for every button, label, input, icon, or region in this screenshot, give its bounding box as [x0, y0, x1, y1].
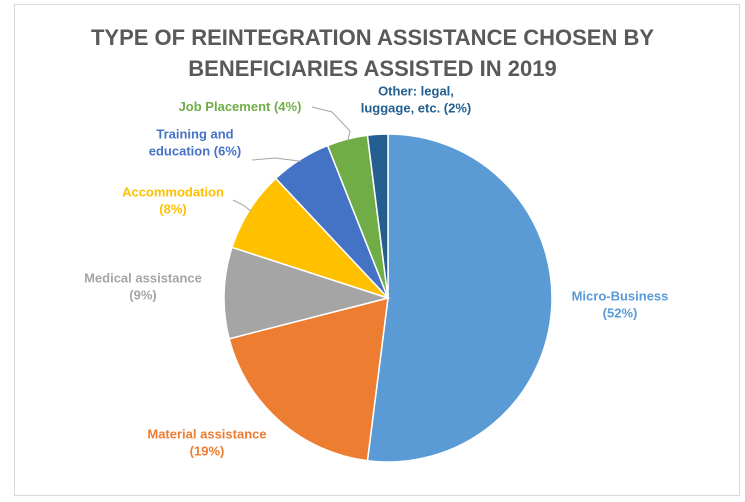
leader-line-job-placement: [311, 106, 351, 142]
chart-title-line-1: TYPE OF REINTEGRATION ASSISTANCE CHOSEN …: [90, 25, 655, 50]
pie-slice-material-assistance: [228, 296, 389, 462]
data-label-job-placement: Job Placement (4%): [179, 99, 302, 114]
pie-slice-micro-business: [366, 133, 553, 463]
data-label-training-and-education: Training and education (6%): [149, 127, 241, 159]
chart-title: TYPE OF REINTEGRATION ASSISTANCE CHOSEN …: [0, 22, 745, 84]
leader-line-training-and-education: [251, 157, 302, 162]
data-label-micro-business: Micro-Business (52%): [572, 289, 669, 321]
pie-slice-other-legal-luggage-etc: [366, 133, 389, 299]
data-label-accommodation: Accommodation (8%): [122, 185, 224, 217]
chart-title-line-2: BENEFICIARIES ASSISTED IN 2019: [188, 56, 557, 81]
data-label-material-assistance: Material assistance (19%): [147, 427, 266, 459]
data-label-medical-assistance: Medical assistance (9%): [84, 271, 202, 303]
leader-line-accommodation: [232, 199, 252, 212]
data-label-other-legal-luggage-etc: Other: legal, luggage, etc. (2%): [361, 84, 472, 116]
pie-slice-medical-assistance: [223, 246, 391, 340]
